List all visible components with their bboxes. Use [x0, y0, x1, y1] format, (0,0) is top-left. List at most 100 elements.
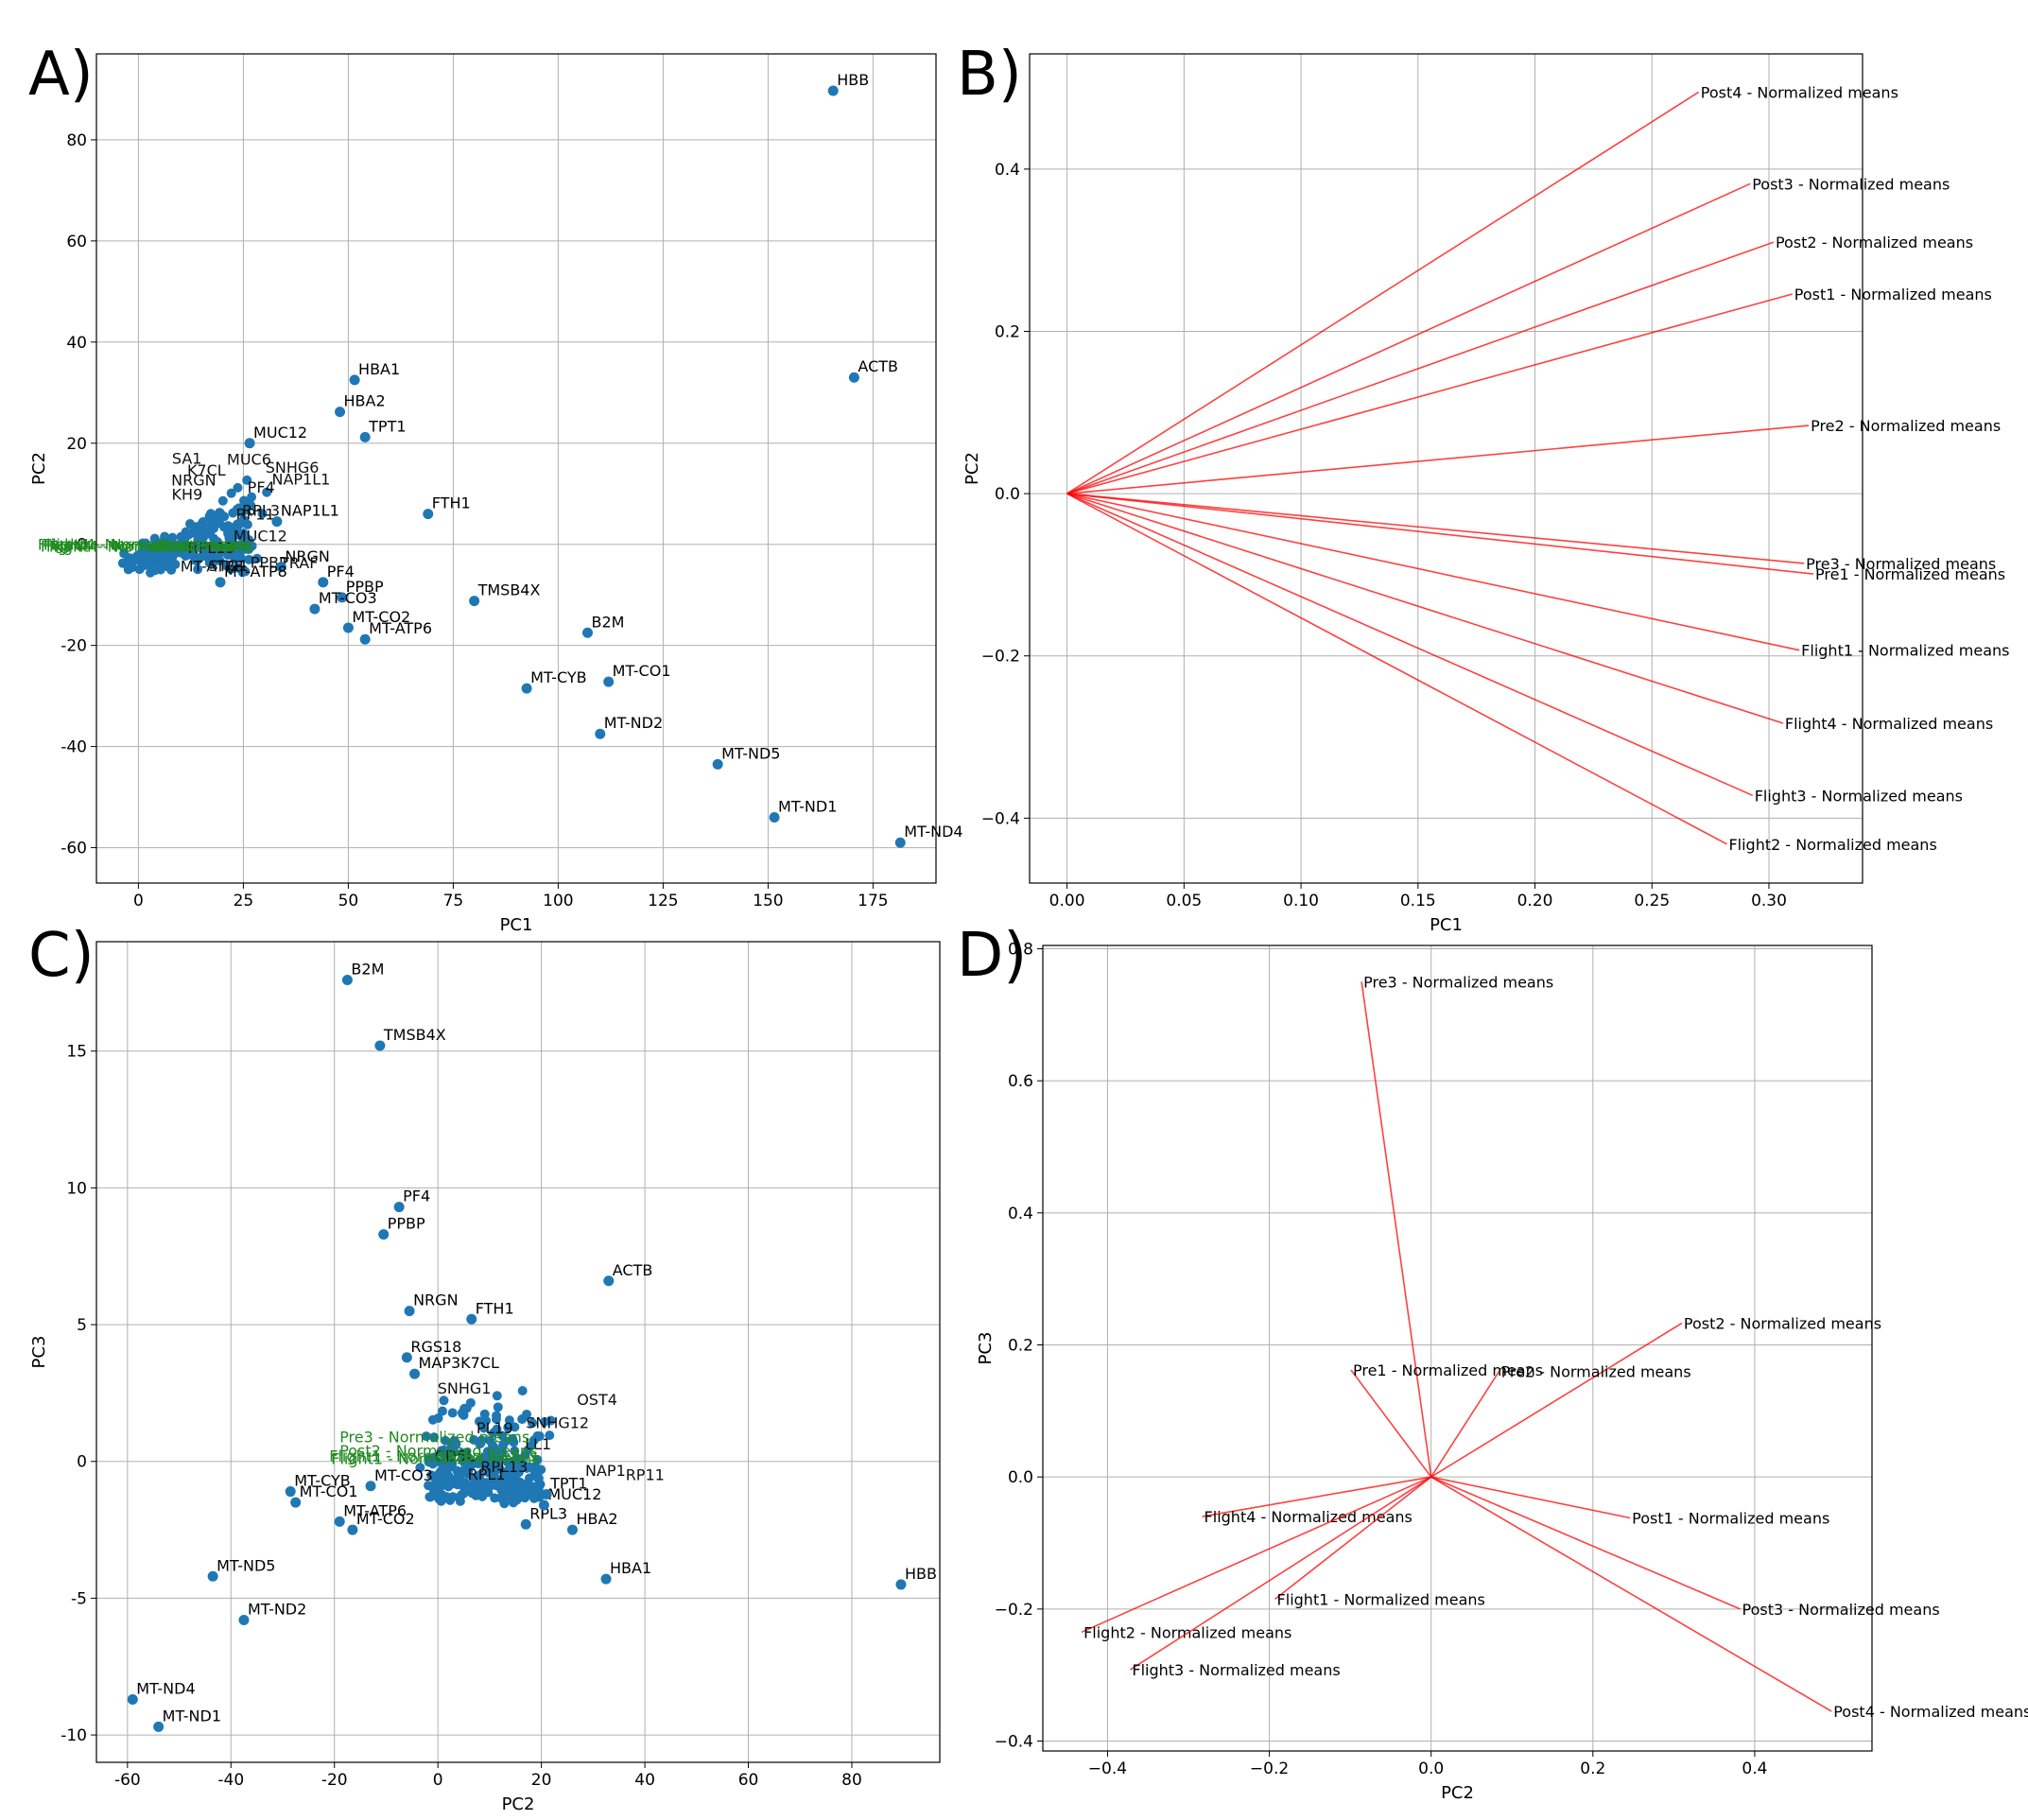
pd-loading-vector: [1081, 1476, 1432, 1634]
pb-loading-vector: [1066, 425, 1810, 494]
cluster-point: [524, 1462, 534, 1472]
pb-ytick-label: 0.4: [995, 161, 1020, 180]
pa-point: [244, 438, 255, 449]
panel-b: 0.00 0.05 0.10 0.15 0.20 0.25 0.30 −0.4 −0.2 0.0 0…: [962, 53, 2010, 935]
pd-ytick-label: 0.6: [1008, 1072, 1033, 1091]
pc-overlay-label: Flight1 - Normalized means: [329, 1447, 537, 1465]
pa-ytick-label: 80: [66, 131, 87, 150]
pd-loading-vector: [1430, 1322, 1683, 1478]
pc-point-label: MAP3K7CL: [419, 1354, 499, 1372]
cluster-point: [521, 1409, 531, 1419]
pa-ytick-label: 60: [66, 233, 87, 251]
pc-point: [374, 1040, 386, 1051]
pa-point: [712, 758, 723, 770]
pd-ytick-label: 0.2: [1008, 1337, 1033, 1356]
pc-ytick-label: -5: [71, 1589, 87, 1608]
pb-loading-vector: [1066, 293, 1793, 494]
pc-point: [290, 1497, 302, 1508]
cluster-point: [455, 1496, 465, 1506]
cluster-point: [458, 1465, 468, 1476]
cluster-point: [493, 1402, 503, 1413]
pc-overlay-label: Pre3 - Normalized means: [339, 1428, 529, 1446]
pd-xtick-label: 0.4: [1742, 1759, 1767, 1778]
cluster-point: [491, 1413, 501, 1424]
pb-xtick-label: 0.10: [1283, 892, 1319, 910]
pa-ytick-label: -40: [61, 738, 87, 757]
pd-vector-label: Flight3 - Normalized means: [1132, 1661, 1340, 1679]
pc-point: [466, 1313, 477, 1325]
cluster-point: [221, 561, 232, 571]
cluster-point: [226, 488, 236, 498]
cluster-point: [458, 1451, 468, 1462]
pc-point: [334, 1516, 345, 1527]
pa-point-label: HBB: [837, 71, 869, 89]
cluster-point: [512, 1494, 523, 1504]
pc-point-label: MT-ND1: [163, 1707, 221, 1725]
pc-ytick-label: 5: [77, 1316, 87, 1335]
pa-point-label: NRGN: [285, 547, 329, 565]
pa-point-label: PF4: [327, 563, 355, 581]
pa-point-label: MUC12: [253, 424, 307, 442]
pa-xaxis-label: PC1: [500, 915, 533, 935]
pa-point: [359, 633, 371, 645]
pa-overlay-label: Flight4 - Normalized means: [41, 538, 249, 556]
pd-loading-vector: [1129, 1476, 1432, 1671]
pc-point-label: ACTB: [613, 1261, 653, 1279]
pa-point-label: MT-ND4: [904, 823, 962, 841]
pc-point-label: B2M: [351, 961, 384, 979]
pa-dense-cluster: [117, 475, 272, 578]
pc-point-label: TPT1: [549, 1474, 587, 1492]
cluster-point: [528, 1418, 538, 1429]
pa-cluster-label: STG1: [208, 557, 249, 575]
cluster-point: [240, 532, 251, 543]
cluster-point: [429, 1453, 440, 1464]
pc-dense-cluster: [415, 1386, 556, 1509]
pa-point-label: TPT1: [368, 417, 406, 435]
pb-vector-label: Pre3 - Normalized means: [1806, 555, 1996, 573]
pa-point: [275, 562, 286, 573]
cluster-point: [433, 1470, 443, 1481]
cluster-point: [499, 1486, 510, 1497]
cluster-point: [503, 1422, 513, 1432]
pa-point: [894, 837, 906, 848]
pc-point: [238, 1615, 250, 1626]
pc-xtick-label: -40: [217, 1771, 244, 1790]
pc-ytick-label: 0: [77, 1453, 87, 1472]
pa-point-label: MT-CO1: [613, 662, 671, 680]
pa-ytick-label: 20: [66, 435, 87, 454]
pb-vector-label: Post2 - Normalized means: [1776, 234, 1973, 251]
cluster-point: [242, 475, 252, 485]
pa-cluster-label: NRGN: [171, 471, 216, 489]
cluster-point: [546, 1415, 556, 1426]
cluster-point: [421, 1431, 431, 1442]
pc-point: [600, 1573, 612, 1585]
cluster-point: [469, 1459, 479, 1469]
pb-vector-label: Flight3 - Normalized means: [1755, 787, 1963, 805]
cluster-point: [481, 1415, 492, 1426]
cluster-point: [490, 1493, 500, 1503]
pc-point-label: HBA2: [576, 1510, 617, 1528]
pa-point: [769, 811, 780, 823]
pb-ytick-label: 0.0: [995, 485, 1020, 504]
pd-vector-label: Pre1 - Normalized means: [1353, 1361, 1543, 1379]
cluster-point: [523, 1445, 533, 1455]
cluster-point: [149, 533, 160, 544]
pa-xtick-label: 0: [133, 892, 144, 910]
cluster-point: [247, 492, 257, 502]
cluster-point: [504, 1415, 514, 1426]
pb-vector-label: Flight2 - Normalized means: [1728, 836, 1936, 854]
cluster-point: [513, 1467, 524, 1478]
pc-point-label: RPL3: [529, 1504, 567, 1522]
pc-cluster-label: RPL1: [468, 1465, 506, 1483]
cluster-point: [126, 556, 136, 566]
pb-vector-label: Post1 - Normalized means: [1794, 286, 1992, 303]
pa-point: [271, 516, 283, 528]
pc-point-label: MT-ND5: [217, 1556, 275, 1574]
pc-cluster-label: CD5L: [435, 1447, 476, 1465]
pa-point-label: MT-ND5: [721, 744, 780, 762]
cluster-point: [494, 1455, 505, 1465]
pd-xtick-label: 0.2: [1580, 1759, 1605, 1778]
pa-point: [309, 603, 321, 615]
cluster-point: [512, 1482, 523, 1492]
pd-ytick-label: −0.4: [995, 1733, 1033, 1752]
